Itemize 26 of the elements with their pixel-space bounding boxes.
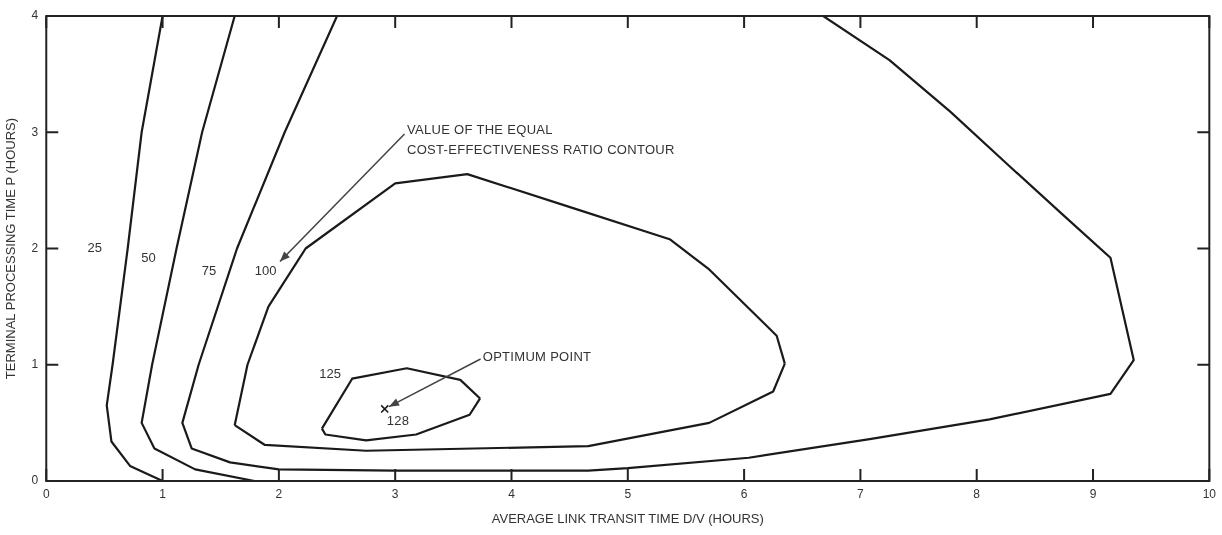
annotation: VALUE OF THE EQUAL COST-EFFECTIVENESS RATIO CONTOUR bbox=[407, 122, 675, 157]
x-tick-label: 2 bbox=[275, 486, 283, 501]
series-label: 75 bbox=[201, 263, 217, 279]
x-tick-label: 10 bbox=[1202, 486, 1217, 501]
x-tick-label: 3 bbox=[391, 486, 399, 501]
series-label: 50 bbox=[141, 250, 156, 266]
annotation: 128 bbox=[386, 412, 410, 428]
x-tick-label: 8 bbox=[973, 486, 981, 501]
series-label: 100 bbox=[254, 263, 277, 279]
series-label: 25 bbox=[87, 240, 102, 256]
y-tick-label: 4 bbox=[31, 8, 39, 23]
x-tick-label: 6 bbox=[740, 486, 748, 501]
annotation: OPTIMUM POINT bbox=[482, 348, 592, 364]
x-tick-label: 5 bbox=[624, 486, 632, 501]
y-tick-label: 3 bbox=[31, 124, 39, 139]
y-tick-label: 2 bbox=[31, 240, 39, 255]
y-tick-label: 1 bbox=[31, 357, 39, 372]
x-tick-label: 9 bbox=[1089, 486, 1097, 501]
y-tick-label: 0 bbox=[31, 473, 39, 488]
series-label: 125 bbox=[319, 366, 342, 382]
x-tick-label: 7 bbox=[857, 486, 865, 501]
x-tick-label: 4 bbox=[508, 486, 516, 501]
x-tick-label: 1 bbox=[159, 486, 167, 501]
x-tick-label: 0 bbox=[42, 486, 50, 501]
y-axis-title: TERMINAL PROCESSING TIME P (HOURS) bbox=[3, 117, 19, 380]
x-axis-title: AVERAGE LINK TRANSIT TIME D/V (HOURS) bbox=[491, 510, 764, 526]
